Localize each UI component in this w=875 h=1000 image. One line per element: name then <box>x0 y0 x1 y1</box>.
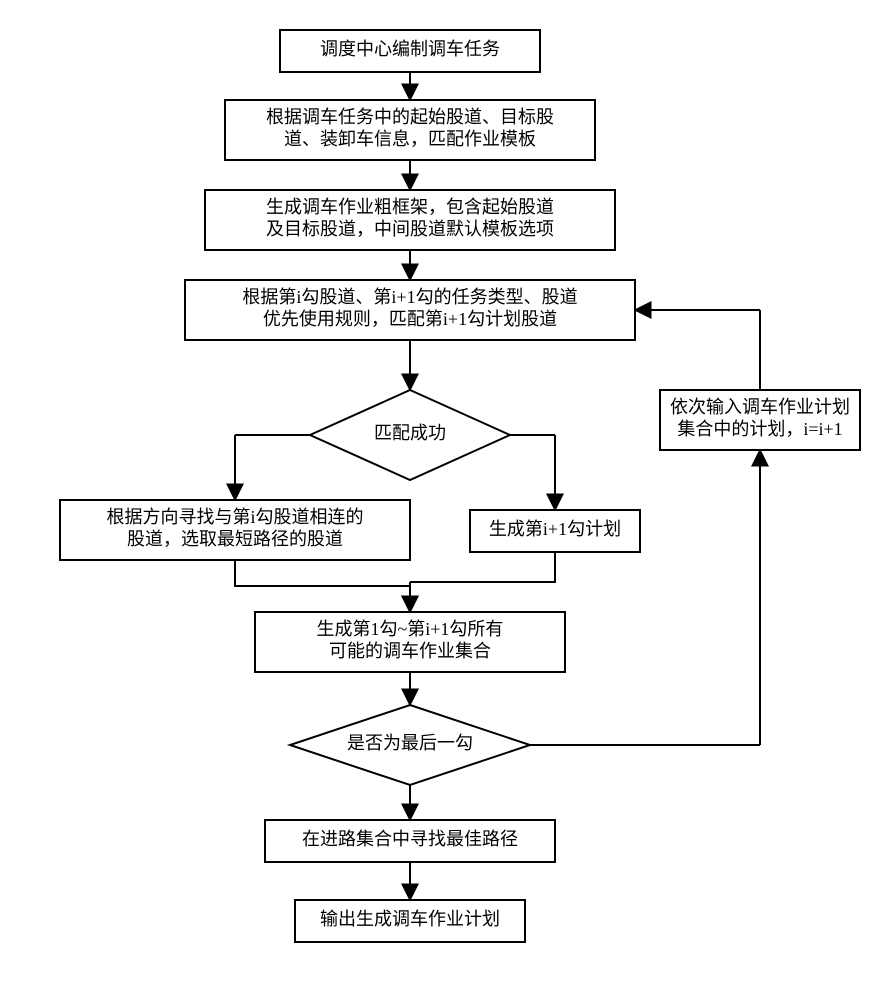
node-n5-line-0: 根据方向寻找与第i勾股道相连的 <box>107 507 364 527</box>
node-n5-line-1: 股道，选取最短路径的股道 <box>127 529 343 549</box>
node-n8: 在进路集合中寻找最佳路径 <box>265 820 555 862</box>
node-n10-line-0: 依次输入调车作业计划 <box>670 397 850 417</box>
node-n9-line-0: 输出生成调车作业计划 <box>320 909 500 929</box>
node-n2-line-0: 根据调车任务中的起始股道、目标股 <box>266 107 554 127</box>
node-n9: 输出生成调车作业计划 <box>295 900 525 942</box>
nodes-layer: 调度中心编制调车任务根据调车任务中的起始股道、目标股道、装卸车信息，匹配作业模板… <box>60 30 860 942</box>
node-d2-line-0: 是否为最后一勾 <box>347 733 473 753</box>
node-n10: 依次输入调车作业计划集合中的计划，i=i+1 <box>660 390 860 450</box>
node-n7: 生成第1勾~第i+1勾所有可能的调车作业集合 <box>255 612 565 672</box>
node-d2: 是否为最后一勾 <box>290 705 530 785</box>
flowchart-canvas: 调度中心编制调车任务根据调车任务中的起始股道、目标股道、装卸车信息，匹配作业模板… <box>0 0 875 1000</box>
node-d1: 匹配成功 <box>310 390 510 480</box>
node-n3: 生成调车作业粗框架，包含起始股道及目标股道，中间股道默认模板选项 <box>205 190 615 250</box>
node-n3-line-0: 生成调车作业粗框架，包含起始股道 <box>266 197 554 217</box>
node-n3-line-1: 及目标股道，中间股道默认模板选项 <box>266 219 554 239</box>
node-n4-line-1: 优先使用规则，匹配第i+1勾计划股道 <box>263 309 557 329</box>
node-n7-line-1: 可能的调车作业集合 <box>329 641 491 661</box>
node-n10-line-1: 集合中的计划，i=i+1 <box>677 419 842 439</box>
node-n4: 根据第i勾股道、第i+1勾的任务类型、股道优先使用规则，匹配第i+1勾计划股道 <box>185 280 635 340</box>
node-n5: 根据方向寻找与第i勾股道相连的股道，选取最短路径的股道 <box>60 500 410 560</box>
node-d1-line-0: 匹配成功 <box>374 423 446 443</box>
node-n8-line-0: 在进路集合中寻找最佳路径 <box>302 829 518 849</box>
node-n1-line-0: 调度中心编制调车任务 <box>320 39 500 59</box>
node-n6: 生成第i+1勾计划 <box>470 510 640 552</box>
node-n4-line-0: 根据第i勾股道、第i+1勾的任务类型、股道 <box>242 287 577 307</box>
node-n1: 调度中心编制调车任务 <box>280 30 540 72</box>
node-n2: 根据调车任务中的起始股道、目标股道、装卸车信息，匹配作业模板 <box>225 100 595 160</box>
node-n2-line-1: 道、装卸车信息，匹配作业模板 <box>284 129 536 149</box>
node-n7-line-0: 生成第1勾~第i+1勾所有 <box>317 619 504 639</box>
node-n6-line-0: 生成第i+1勾计划 <box>489 519 621 539</box>
